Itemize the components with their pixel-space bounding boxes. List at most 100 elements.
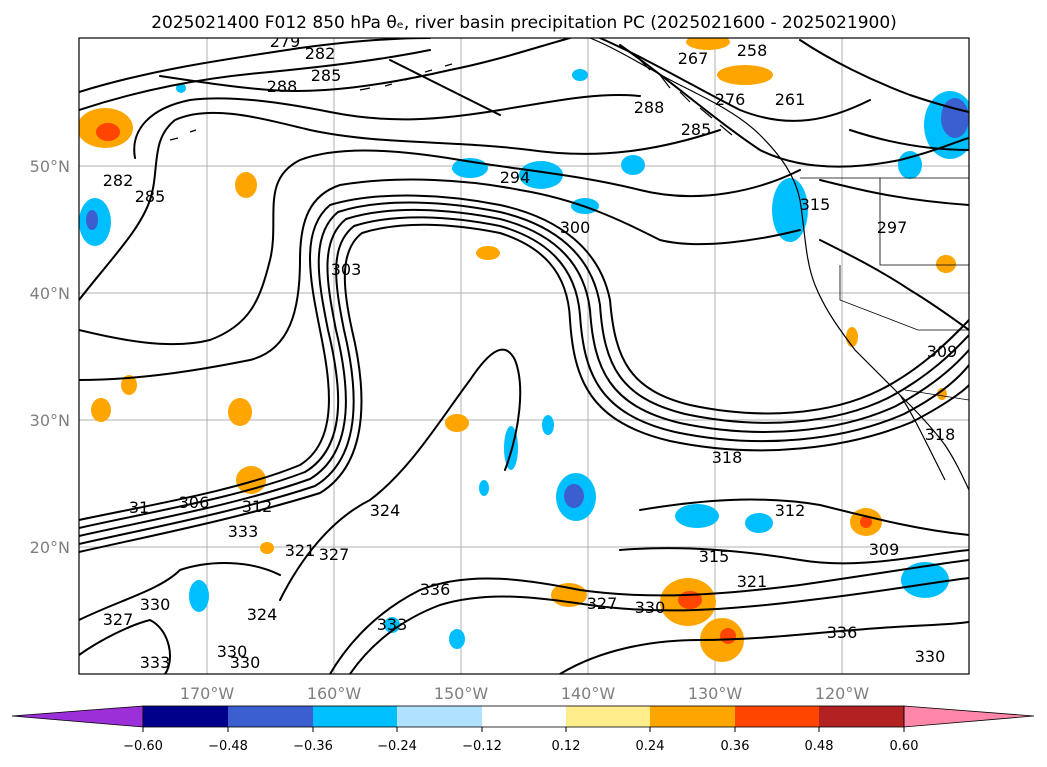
positive-patch <box>121 375 137 395</box>
map-panel: 279 282 285 288 282 285 294 300 303 258 … <box>78 32 970 675</box>
colorbar-tick-label: 0.48 <box>805 739 834 754</box>
colorbar-tick-label: −0.24 <box>377 739 417 754</box>
contour-label: 288 <box>634 98 665 117</box>
contour-label: 285 <box>135 187 166 206</box>
negative-patch <box>189 580 209 612</box>
negative-patch <box>176 83 186 93</box>
contour-label: 321 <box>285 541 316 560</box>
contour-label: 309 <box>927 342 958 361</box>
negative-patch <box>449 629 465 649</box>
contour-label: 330 <box>635 598 666 617</box>
negative-patch <box>479 480 489 496</box>
contour-line <box>79 562 281 621</box>
contour-line <box>389 59 501 116</box>
contour-line <box>799 39 969 113</box>
contour-labels: 279 282 285 288 282 285 294 300 303 258 … <box>103 32 958 672</box>
colorbar-bin <box>566 706 650 727</box>
negative-patch <box>519 161 563 189</box>
negative-patch <box>675 504 719 528</box>
contour-label: 267 <box>678 49 709 68</box>
colorbar-over-arrow <box>903 705 1035 728</box>
contour-line <box>79 49 431 111</box>
contour-label: 315 <box>699 547 730 566</box>
contour-label: 318 <box>712 448 743 467</box>
colorbar: −0.60 −0.48 −0.36 −0.24 −0.12 0.12 0.24 … <box>11 705 1035 754</box>
negative-patch <box>745 513 773 533</box>
colorbar-tick-labels: −0.60 −0.48 −0.36 −0.24 −0.12 0.12 0.24 … <box>123 739 918 754</box>
colorbar-bin <box>397 706 482 727</box>
lon-label: 120°W <box>815 684 870 703</box>
contour-line <box>619 44 969 168</box>
negative-patch <box>901 562 949 598</box>
colorbar-bin <box>819 706 904 727</box>
contour-label: 258 <box>737 41 768 60</box>
contour-label: 285 <box>311 66 342 85</box>
positive-patch <box>476 246 500 260</box>
negative-patch <box>542 415 554 435</box>
colorbar-tick-label: −0.60 <box>123 739 163 754</box>
positive-patch <box>717 65 773 85</box>
contour-line <box>133 93 641 159</box>
contour-label: 31 <box>129 498 149 517</box>
negative-patch <box>556 473 596 521</box>
contour-line <box>79 223 969 553</box>
contour-label: 288 <box>267 77 298 96</box>
contour-label: 261 <box>775 90 806 109</box>
figure-title: 2025021400 F012 850 hPa θₑ, river basin … <box>151 13 897 33</box>
map-background <box>79 38 969 674</box>
contour-label: 330 <box>230 653 261 672</box>
positive-patch <box>445 414 469 432</box>
contour-line <box>349 577 969 674</box>
contour-label: 282 <box>103 171 134 190</box>
colorbar-bin <box>228 706 313 727</box>
contour-label: 279 <box>270 32 301 51</box>
contour-label: 336 <box>420 580 451 599</box>
contour-label: 330 <box>915 647 946 666</box>
positive-patch <box>850 508 882 536</box>
coastlines <box>169 38 969 491</box>
colorbar-tick-label: −0.36 <box>293 739 333 754</box>
contour-label: 324 <box>247 605 278 624</box>
contour-line <box>79 216 969 545</box>
positive-patch <box>846 327 858 347</box>
colorbar-tick-label: 0.60 <box>890 739 919 754</box>
contour-label: 333 <box>228 522 259 541</box>
aleutian-islands <box>169 63 453 141</box>
contour-line <box>79 201 969 529</box>
contour-label: 297 <box>877 218 908 237</box>
contour-line <box>159 38 571 92</box>
contour-label: 324 <box>370 501 401 520</box>
contour-label: 303 <box>331 260 362 279</box>
contour-label: 333 <box>377 615 408 634</box>
contour-line <box>79 149 801 346</box>
contour-line <box>79 194 969 521</box>
lon-label: 150°W <box>434 684 489 703</box>
contour-line <box>619 547 969 565</box>
contour-line <box>819 179 969 206</box>
positive-patch <box>936 255 956 273</box>
negative-patch <box>621 155 645 175</box>
contour-line <box>79 619 171 674</box>
contour-line <box>79 111 721 301</box>
contour-label: 327 <box>103 610 134 629</box>
colorbar-under-arrow <box>11 705 144 728</box>
lon-label: 160°W <box>307 684 362 703</box>
positive-patch <box>937 388 947 400</box>
positive-patch <box>91 398 111 422</box>
contour-line <box>559 621 969 674</box>
colorbar-bin <box>482 706 566 727</box>
colorbar-bin <box>143 706 228 727</box>
colorbar-ticks <box>142 727 905 732</box>
positive-patch <box>660 578 716 626</box>
precip-patches <box>79 38 969 662</box>
colorbar-tick-label: −0.48 <box>208 739 248 754</box>
contour-label: 315 <box>800 195 831 214</box>
colorbar-bin <box>650 706 735 727</box>
lon-label: 170°W <box>180 684 235 703</box>
contour-label: 330 <box>140 595 171 614</box>
colorbar-tick-label: 0.24 <box>636 739 665 754</box>
lon-label: 130°W <box>688 684 743 703</box>
contour-label: 294 <box>500 168 531 187</box>
positive-patch <box>260 542 274 554</box>
